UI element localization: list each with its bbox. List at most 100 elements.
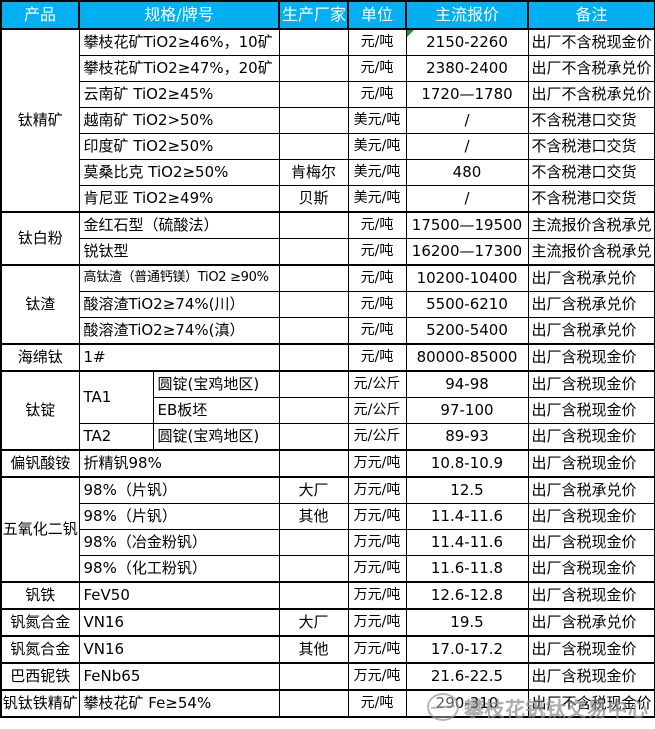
table-row: 酸溶渣TiO2≥74%(川） 元/吨 5500-6210 出厂含税承兑价	[1, 291, 655, 318]
unit-cell: 美元/吨	[347, 159, 407, 186]
product-cell: 海绵钛	[0, 343, 80, 372]
manufacturer-cell	[278, 449, 349, 478]
note-cell: 出厂含税承兑价	[527, 608, 655, 637]
manufacturer-cell	[278, 343, 349, 372]
product-cell: 偏钒酸铵	[0, 449, 80, 478]
note-cell: 出厂含税现金价	[527, 370, 655, 398]
price-cell: 10200-10400	[405, 264, 529, 292]
price-cell: 2150-2260	[405, 28, 529, 56]
table-row: 越南矿 TiO2>50% 美元/吨 / 不含税港口交货	[1, 107, 655, 134]
price-value: 2150-2260	[426, 33, 508, 52]
manufacturer-cell	[278, 689, 349, 718]
price-cell: 17500—19500	[405, 211, 529, 239]
table-row: 五氧化二钒 98%（片钒） 大厂 万元/吨 12.5 出厂含税承兑价	[0, 476, 655, 583]
unit-cell: 元/吨	[347, 317, 407, 345]
price-cell: 2380-2400	[405, 55, 529, 82]
note-cell: 主流报价含税承兑	[527, 238, 655, 266]
unit-cell: 元/公斤	[347, 397, 407, 424]
unit-cell: 元/吨	[347, 28, 407, 56]
price-cell: 16200—17300	[405, 238, 529, 266]
spec-cell: 98%（片钒）	[78, 503, 280, 530]
note-cell: 出厂含税现金价	[527, 662, 655, 691]
unit-cell: 元/吨	[347, 264, 407, 292]
manufacturer-cell	[278, 55, 349, 82]
unit-cell: 元/吨	[347, 689, 407, 718]
col-header-unit: 单位	[347, 0, 407, 30]
col-header-price: 主流报价	[405, 0, 529, 30]
unit-cell: 万元/吨	[347, 503, 407, 530]
spec-cell: 1#	[78, 343, 280, 372]
unit-cell: 万元/吨	[347, 608, 407, 637]
price-cell: 12.5	[405, 476, 529, 504]
note-cell: 不含税港口交货	[527, 133, 655, 160]
manufacturer-cell: 大厂	[278, 608, 349, 637]
spec-cell: 云南矿 TiO2≥45%	[78, 81, 280, 108]
manufacturer-cell: 其他	[278, 635, 349, 664]
col-header-product: 产品	[0, 0, 80, 30]
manufacturer-cell	[278, 662, 349, 691]
manufacturer-cell	[278, 107, 349, 134]
unit-cell: 元/公斤	[347, 423, 407, 451]
unit-cell: 万元/吨	[347, 449, 407, 478]
price-cell: 17.0-17.2	[405, 635, 529, 664]
manufacturer-cell	[278, 370, 349, 398]
unit-cell: 元/吨	[347, 291, 407, 318]
table-row: 钒铁 FeV50 万元/吨 12.6-12.8 出厂含税现金价	[0, 581, 655, 610]
table-row: 海绵钛 1# 元/吨 80000-85000 出厂含税现金价	[0, 343, 655, 372]
table-row: 巴西铌铁 FeNb65 万元/吨 21.6-22.5 出厂含税现金价	[0, 662, 655, 691]
spec-cell: 98%（片钒）	[78, 476, 280, 504]
product-cell: 钒铁	[0, 581, 80, 610]
manufacturer-cell: 大厂	[278, 476, 349, 504]
manufacturer-cell	[278, 397, 349, 424]
product-cell: 钛精矿	[0, 28, 80, 213]
manufacturer-cell	[278, 28, 349, 56]
table-row: 云南矿 TiO2≥45% 元/吨 1720—1780 出厂不含税承兑价	[1, 81, 655, 108]
table-row: TA2 圆锭(宝鸡地区) 元/公斤 89-93 出厂含税现金价	[1, 423, 655, 451]
price-cell: 10.8-10.9	[405, 449, 529, 478]
note-cell: 出厂含税承兑价	[527, 264, 655, 292]
note-cell: 主流报价含税承兑	[527, 211, 655, 239]
manufacturer-cell: 肯梅尔	[278, 159, 349, 186]
table-row: 钒氮合金 VN16 大厂 万元/吨 19.5 出厂含税承兑价	[0, 608, 655, 637]
spec-cell: 折精钒98%	[78, 449, 280, 478]
table-row: 钛精矿 攀枝花矿TiO2≥46%，10矿 元/吨 2150-2260 出厂不含税…	[0, 28, 655, 213]
product-cell: 钛锭	[0, 370, 80, 451]
manufacturer-cell	[278, 264, 349, 292]
unit-cell: 元/吨	[347, 81, 407, 108]
note-cell: 出厂不含税现金价	[527, 689, 655, 718]
unit-cell: 万元/吨	[347, 662, 407, 691]
unit-cell: 万元/吨	[347, 635, 407, 664]
unit-cell: 元/吨	[347, 55, 407, 82]
spec-cell: 印度矿 TiO2≥50%	[78, 133, 280, 160]
note-cell: 不含税港口交货	[527, 107, 655, 134]
note-cell: 不含税港口交货	[527, 159, 655, 186]
note-cell: 出厂含税现金价	[527, 423, 655, 451]
product-cell: 巴西铌铁	[0, 662, 80, 691]
excel-corner-flag-icon	[407, 30, 414, 37]
unit-cell: 元/吨	[347, 211, 407, 239]
table-row: 钒钛铁精矿 攀枝花矿 Fe≥54% 元/吨 290-310 出厂不含税现金价	[0, 689, 655, 718]
note-cell: 出厂含税现金价	[527, 503, 655, 530]
manufacturer-cell	[278, 423, 349, 451]
price-cell: 11.4-11.6	[405, 503, 529, 530]
spec-cell: 酸溶渣TiO2≥74%(川）	[78, 291, 280, 318]
spec-cell: FeV50	[78, 581, 280, 610]
note-cell: 出厂含税现金价	[527, 529, 655, 556]
unit-cell: 万元/吨	[347, 555, 407, 583]
price-cell: 94-98	[405, 370, 529, 398]
product-cell: 钛渣	[0, 264, 80, 345]
unit-cell: 元/公斤	[347, 370, 407, 398]
spec-cell: 肯尼亚 TiO2≥49%	[78, 185, 280, 213]
unit-cell: 美元/吨	[347, 107, 407, 134]
spec-cell: 攀枝花矿 Fe≥54%	[78, 689, 280, 718]
note-cell: 出厂不含税现金价	[527, 28, 655, 56]
price-cell: 290-310	[405, 689, 529, 718]
table-row: 莫桑比克 TiO2≥50% 肯梅尔 美元/吨 480 不含税港口交货	[1, 159, 655, 186]
spec-grade-cell: TA1	[78, 370, 154, 424]
price-cell: /	[405, 185, 529, 213]
spec-grade-cell: TA2	[78, 423, 154, 451]
table-row: 印度矿 TiO2≥50% 美元/吨 / 不含税港口交货	[1, 133, 655, 160]
note-cell: 出厂含税现金价	[527, 581, 655, 610]
unit-cell: 元/吨	[347, 343, 407, 372]
product-cell: 五氧化二钒	[0, 476, 80, 583]
